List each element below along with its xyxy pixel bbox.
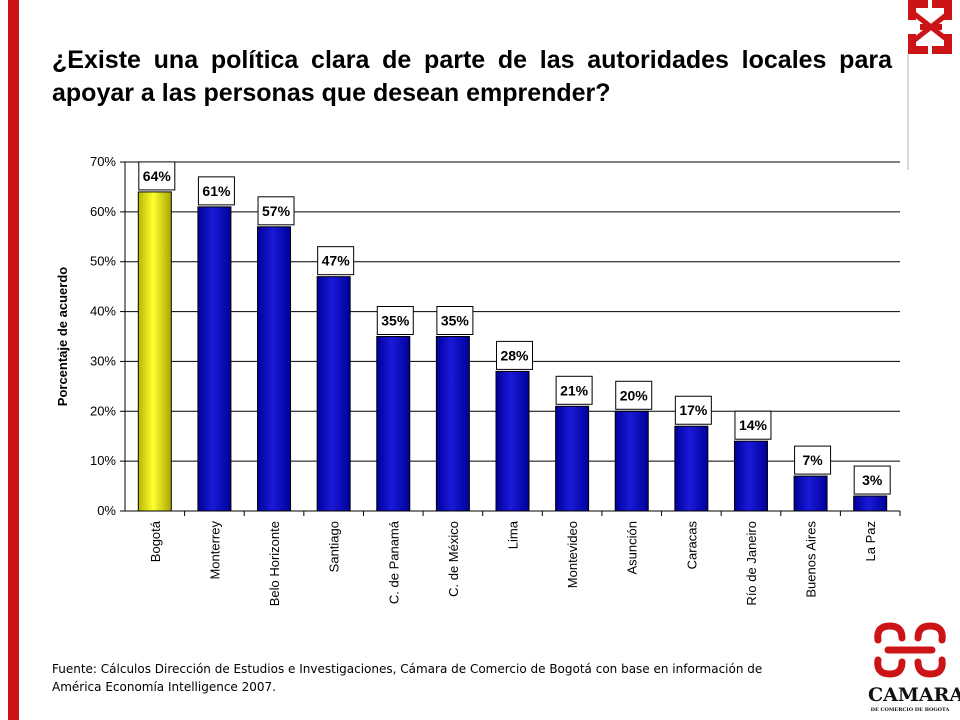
data-label: 7% xyxy=(802,452,823,468)
category-label: Santiago xyxy=(327,521,342,572)
category-label: Río de Janeiro xyxy=(744,521,759,606)
y-tick-label: 60% xyxy=(90,204,116,219)
bar-4 xyxy=(376,336,411,512)
brand-subtitle: DE COMERCIO DE BOGOTA xyxy=(870,707,950,713)
y-tick-label: 70% xyxy=(90,154,116,169)
data-label: 20% xyxy=(620,387,649,403)
y-tick-label: 30% xyxy=(90,353,116,368)
brand-logo: CAMARA DE COMERCIO DE BOGOTA xyxy=(868,618,960,718)
category-label: C. de Panamá xyxy=(386,520,401,604)
bar-3 xyxy=(316,276,351,512)
category-label: Buenos Aires xyxy=(804,521,819,598)
y-tick-label: 20% xyxy=(90,403,116,418)
data-label-box xyxy=(496,340,533,370)
bar-10 xyxy=(733,440,768,512)
accent-bar xyxy=(8,0,19,720)
y-tick-label: 0% xyxy=(97,503,116,518)
bar-0 xyxy=(137,191,172,512)
source-footnote: Fuente: Cálculos Dirección de Estudios e… xyxy=(52,662,763,694)
data-label: 17% xyxy=(679,402,708,418)
camara-logo-icon xyxy=(874,622,946,678)
data-label-box xyxy=(436,306,474,335)
data-label-box xyxy=(674,395,712,425)
data-label-box xyxy=(376,306,414,335)
brand-name: CAMARA xyxy=(868,684,960,706)
data-label: 21% xyxy=(560,382,589,398)
bar-7 xyxy=(555,405,590,512)
category-label: La Paz xyxy=(863,521,878,561)
bar-chart: 0% 10% 20% 30% 40% 50% 60% 70% Porcentaje de acu… xyxy=(55,154,901,606)
category-label: Monterrey xyxy=(207,521,222,580)
data-label: 35% xyxy=(441,313,470,329)
bar-11 xyxy=(793,475,828,512)
bar-5 xyxy=(435,336,470,512)
category-label: Caracas xyxy=(684,521,699,570)
data-label: 47% xyxy=(322,253,351,269)
data-label-box xyxy=(138,161,176,191)
y-tick-label: 50% xyxy=(90,254,116,269)
category-label: C. de México xyxy=(446,521,461,597)
category-label: Bogotá xyxy=(148,520,163,562)
data-label-box xyxy=(734,410,772,440)
data-label: 61% xyxy=(202,183,231,199)
data-label: 57% xyxy=(262,203,291,219)
corner-rule xyxy=(907,54,909,170)
category-label: Asunción xyxy=(625,521,640,574)
data-label: 14% xyxy=(739,417,768,433)
data-label-box xyxy=(794,445,832,475)
bar-2 xyxy=(257,226,292,512)
data-label-box xyxy=(555,375,593,405)
data-label-box xyxy=(615,380,653,410)
bar-1 xyxy=(197,206,232,512)
category-label: Belo Horizonte xyxy=(267,521,282,606)
data-label-box xyxy=(197,176,235,206)
bar-12 xyxy=(853,495,888,512)
bar-9 xyxy=(674,425,709,512)
y-axis-title: Porcentaje de acuerdo xyxy=(55,267,70,406)
corner-logo-icon xyxy=(902,0,960,54)
bar-6 xyxy=(495,370,530,512)
bar-8 xyxy=(614,410,649,512)
data-label-box xyxy=(853,465,891,495)
category-label: Lima xyxy=(506,520,521,549)
data-label: 35% xyxy=(381,313,410,329)
page-title: ¿Existe una política clara de parte de l… xyxy=(52,46,892,107)
y-tick-label: 10% xyxy=(90,453,116,468)
data-label-box xyxy=(257,196,295,226)
data-label: 28% xyxy=(500,347,529,363)
data-label: 3% xyxy=(862,472,883,488)
category-label: Montevideo xyxy=(565,521,580,588)
data-label-box xyxy=(317,246,355,276)
data-label: 64% xyxy=(143,168,172,184)
y-tick-label: 40% xyxy=(90,304,116,319)
